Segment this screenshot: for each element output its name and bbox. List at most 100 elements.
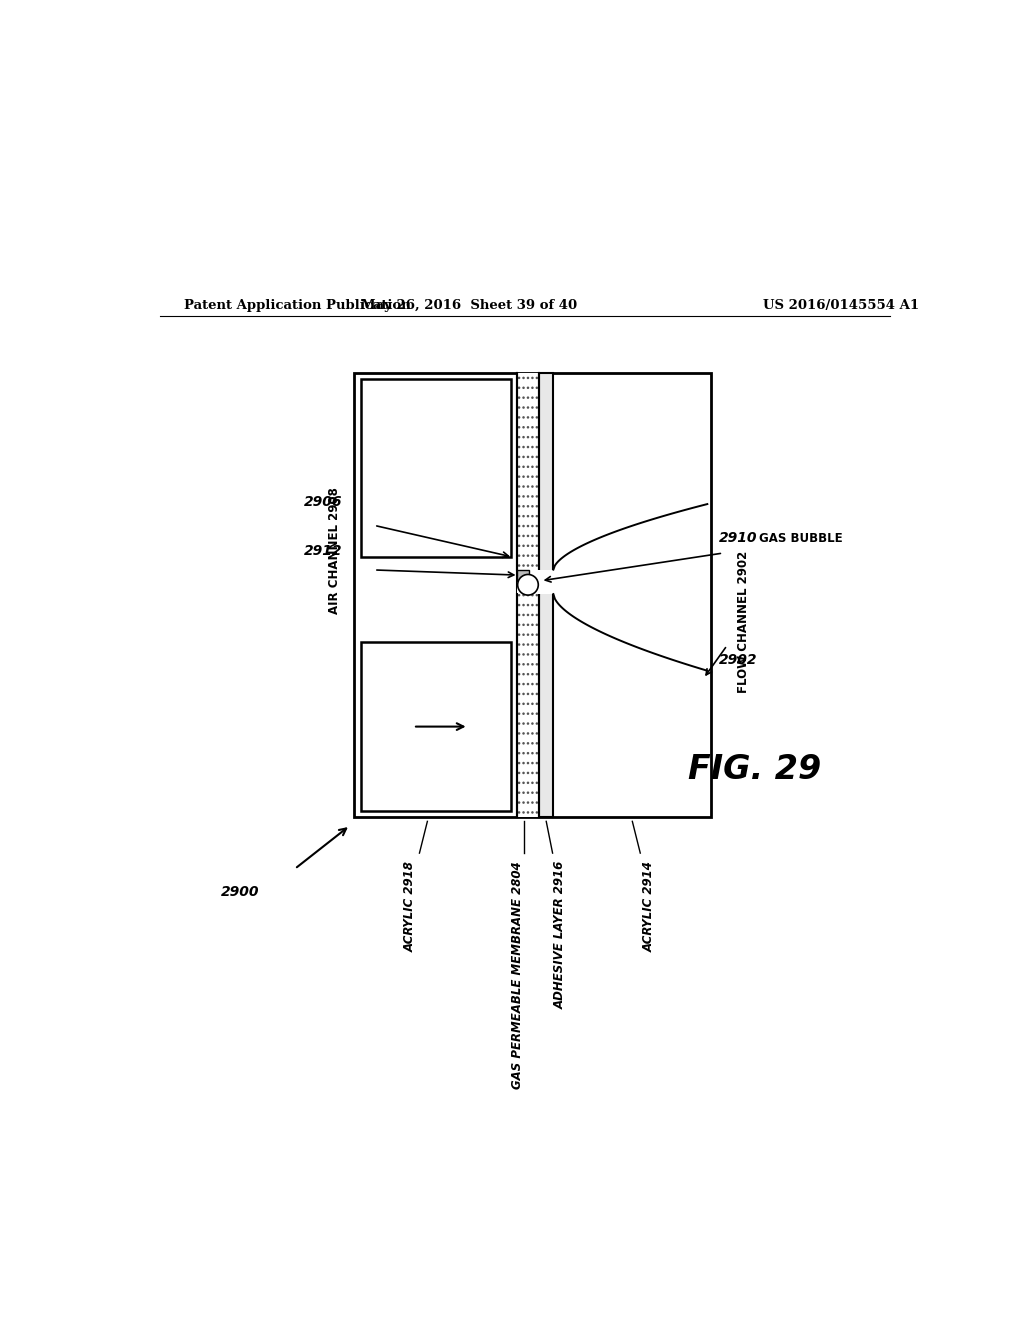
Circle shape	[536, 515, 539, 517]
Circle shape	[518, 781, 520, 784]
Circle shape	[522, 682, 525, 685]
Circle shape	[531, 594, 534, 597]
Circle shape	[522, 455, 525, 458]
Circle shape	[522, 535, 525, 537]
Circle shape	[518, 446, 520, 449]
Circle shape	[526, 407, 529, 409]
Circle shape	[522, 475, 525, 478]
Bar	[517, 570, 555, 594]
Circle shape	[536, 426, 539, 429]
Bar	[354, 374, 712, 817]
Circle shape	[536, 801, 539, 804]
Circle shape	[531, 574, 534, 577]
Circle shape	[531, 643, 534, 645]
Circle shape	[531, 634, 534, 636]
Circle shape	[531, 614, 534, 616]
Circle shape	[522, 614, 525, 616]
Circle shape	[531, 713, 534, 715]
Text: GAS BUBBLE: GAS BUBBLE	[759, 532, 843, 545]
Circle shape	[522, 466, 525, 469]
Circle shape	[531, 623, 534, 626]
Circle shape	[526, 713, 529, 715]
Circle shape	[522, 722, 525, 725]
Circle shape	[531, 752, 534, 755]
Circle shape	[536, 396, 539, 399]
Circle shape	[526, 634, 529, 636]
Bar	[360, 379, 511, 557]
Circle shape	[526, 801, 529, 804]
Text: 2910: 2910	[719, 531, 758, 545]
Circle shape	[522, 594, 525, 597]
Circle shape	[518, 614, 520, 616]
Circle shape	[522, 634, 525, 636]
Circle shape	[526, 702, 529, 705]
Circle shape	[526, 525, 529, 527]
Circle shape	[526, 594, 529, 597]
Circle shape	[536, 436, 539, 438]
Circle shape	[531, 416, 534, 418]
Circle shape	[531, 733, 534, 735]
Circle shape	[526, 682, 529, 685]
Circle shape	[518, 583, 520, 586]
Circle shape	[536, 792, 539, 793]
Circle shape	[518, 525, 520, 527]
Circle shape	[522, 781, 525, 784]
Circle shape	[518, 693, 520, 696]
Circle shape	[522, 643, 525, 645]
Circle shape	[518, 762, 520, 764]
Circle shape	[536, 772, 539, 775]
Circle shape	[536, 455, 539, 458]
Circle shape	[518, 792, 520, 793]
Text: 2900: 2900	[220, 884, 259, 899]
Circle shape	[522, 792, 525, 793]
Bar	[360, 642, 511, 810]
Circle shape	[531, 801, 534, 804]
Circle shape	[522, 693, 525, 696]
Circle shape	[522, 772, 525, 775]
Circle shape	[518, 574, 520, 577]
Circle shape	[536, 416, 539, 418]
Circle shape	[536, 574, 539, 577]
Circle shape	[526, 545, 529, 546]
Circle shape	[536, 682, 539, 685]
Circle shape	[522, 583, 525, 586]
Circle shape	[526, 762, 529, 764]
Circle shape	[536, 722, 539, 725]
Circle shape	[536, 407, 539, 409]
Circle shape	[536, 376, 539, 379]
Text: 2902: 2902	[719, 653, 758, 668]
Circle shape	[518, 682, 520, 685]
Circle shape	[518, 535, 520, 537]
Circle shape	[526, 396, 529, 399]
Circle shape	[518, 801, 520, 804]
Circle shape	[522, 742, 525, 744]
Circle shape	[526, 426, 529, 429]
Circle shape	[531, 515, 534, 517]
Circle shape	[531, 742, 534, 744]
Circle shape	[536, 634, 539, 636]
Circle shape	[526, 603, 529, 606]
Text: GAS PERMEABLE MEMBRANE 2804: GAS PERMEABLE MEMBRANE 2804	[511, 861, 523, 1089]
Circle shape	[536, 564, 539, 566]
Circle shape	[522, 623, 525, 626]
Circle shape	[522, 407, 525, 409]
Circle shape	[522, 545, 525, 546]
Circle shape	[526, 574, 529, 577]
Circle shape	[531, 466, 534, 469]
Circle shape	[531, 545, 534, 546]
Circle shape	[522, 733, 525, 735]
Circle shape	[518, 515, 520, 517]
Circle shape	[526, 446, 529, 449]
Circle shape	[536, 752, 539, 755]
Circle shape	[522, 752, 525, 755]
Circle shape	[531, 673, 534, 676]
Circle shape	[526, 486, 529, 488]
Circle shape	[526, 673, 529, 676]
Circle shape	[518, 713, 520, 715]
Circle shape	[531, 781, 534, 784]
Circle shape	[536, 693, 539, 696]
Bar	[539, 374, 553, 817]
Circle shape	[536, 603, 539, 606]
Circle shape	[536, 643, 539, 645]
Circle shape	[522, 426, 525, 429]
